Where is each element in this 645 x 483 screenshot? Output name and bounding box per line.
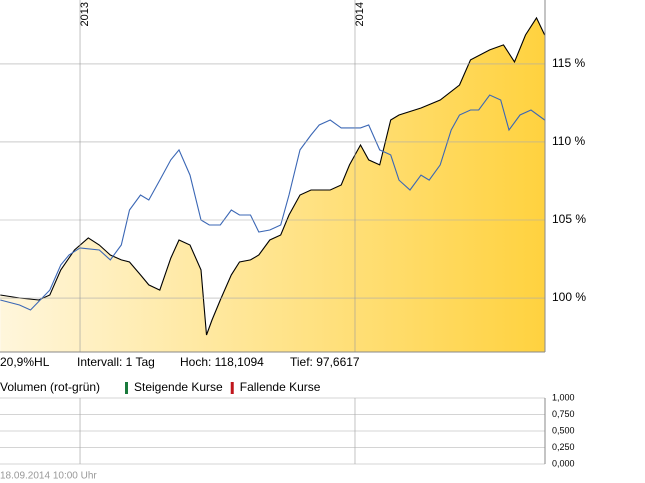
legend-marker — [230, 382, 234, 394]
line — [0, 94, 546, 311]
y-tick-label: 0,500 — [552, 425, 575, 435]
line — [0, 16, 546, 336]
stat: Intervall: 1 Tag — [77, 355, 155, 369]
legend-label: Steigende Kurse — [134, 380, 223, 394]
y-tick-label: 115 % — [552, 56, 585, 70]
y-tick-label: 100 % — [552, 290, 586, 304]
y-tick-label: 1,000 — [552, 392, 575, 402]
legend-marker — [125, 382, 128, 394]
area — [0, 17, 545, 353]
stat: Hoch: 118,1094 — [180, 355, 264, 369]
stat: 20,9%HL — [0, 355, 50, 369]
stat: Tief: 97,6617 — [290, 355, 360, 369]
y-tick-label: 0,250 — [552, 442, 575, 452]
x-tick-label: 2013 — [79, 2, 91, 26]
y-tick-label: 105 % — [552, 212, 586, 226]
legend-label: Fallende Kurse — [240, 380, 321, 394]
panel-title: Volumen (rot-grün) — [0, 380, 100, 394]
y-tick-label: 110 % — [552, 134, 585, 148]
x-tick-label: 2014 — [354, 2, 366, 26]
timestamp: 18.09.2014 10:00 Uhr — [0, 471, 97, 482]
y-tick-label: 0,000 — [552, 458, 575, 468]
y-tick-label: 0,750 — [552, 409, 575, 419]
